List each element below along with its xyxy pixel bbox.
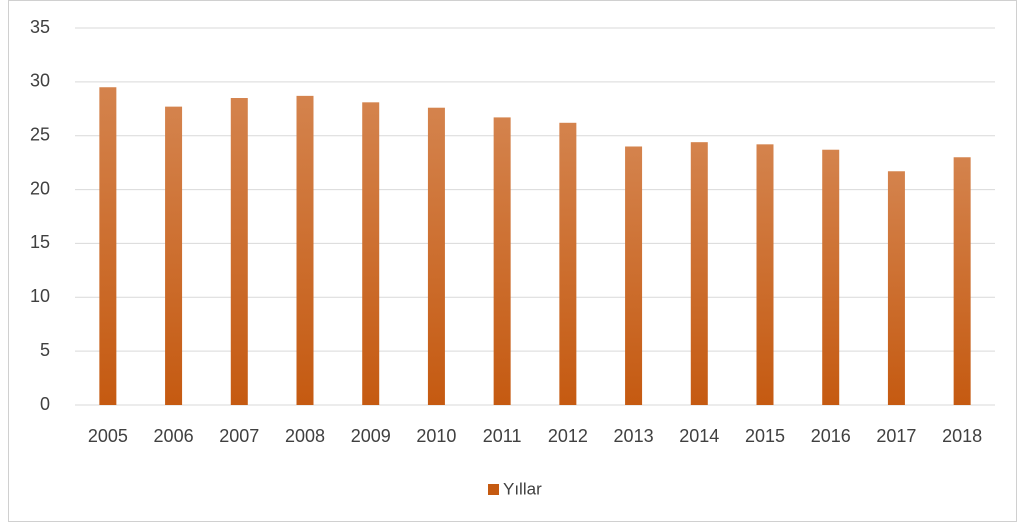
x-tick-label: 2010 bbox=[416, 426, 456, 446]
x-tick-label: 2012 bbox=[548, 426, 588, 446]
legend-swatch bbox=[488, 484, 499, 495]
bar bbox=[559, 122, 577, 405]
bar bbox=[165, 106, 183, 405]
x-tick-label: 2015 bbox=[745, 426, 785, 446]
y-tick-label: 35 bbox=[30, 17, 50, 37]
bar bbox=[756, 144, 774, 405]
bar bbox=[427, 107, 445, 406]
x-tick-label: 2014 bbox=[679, 426, 719, 446]
x-tick-label: 2008 bbox=[285, 426, 325, 446]
bar bbox=[362, 102, 380, 405]
y-tick-label: 0 bbox=[40, 394, 50, 414]
bar bbox=[230, 98, 248, 405]
y-tick-label: 25 bbox=[30, 124, 50, 144]
bar bbox=[887, 171, 905, 405]
bar bbox=[493, 117, 511, 405]
y-tick-label: 5 bbox=[40, 340, 50, 360]
bar bbox=[99, 87, 117, 405]
bar bbox=[690, 142, 708, 406]
legend-label: Yıllar bbox=[503, 479, 542, 498]
x-tick-label: 2016 bbox=[811, 426, 851, 446]
x-tick-label: 2005 bbox=[88, 426, 128, 446]
y-tick-label: 15 bbox=[30, 232, 50, 252]
y-tick-label: 10 bbox=[30, 286, 50, 306]
x-tick-label: 2011 bbox=[483, 426, 522, 446]
bar bbox=[296, 95, 314, 406]
x-tick-label: 2013 bbox=[614, 426, 654, 446]
x-tick-label: 2006 bbox=[154, 426, 194, 446]
bar bbox=[822, 149, 840, 405]
x-tick-label: 2007 bbox=[219, 426, 259, 446]
bar bbox=[953, 157, 971, 405]
y-tick-label: 20 bbox=[30, 178, 50, 198]
x-tick-label: 2009 bbox=[351, 426, 391, 446]
x-tick-label: 2017 bbox=[876, 426, 916, 446]
bar bbox=[625, 146, 643, 405]
x-tick-label: 2018 bbox=[942, 426, 982, 446]
y-tick-label: 30 bbox=[30, 71, 50, 91]
